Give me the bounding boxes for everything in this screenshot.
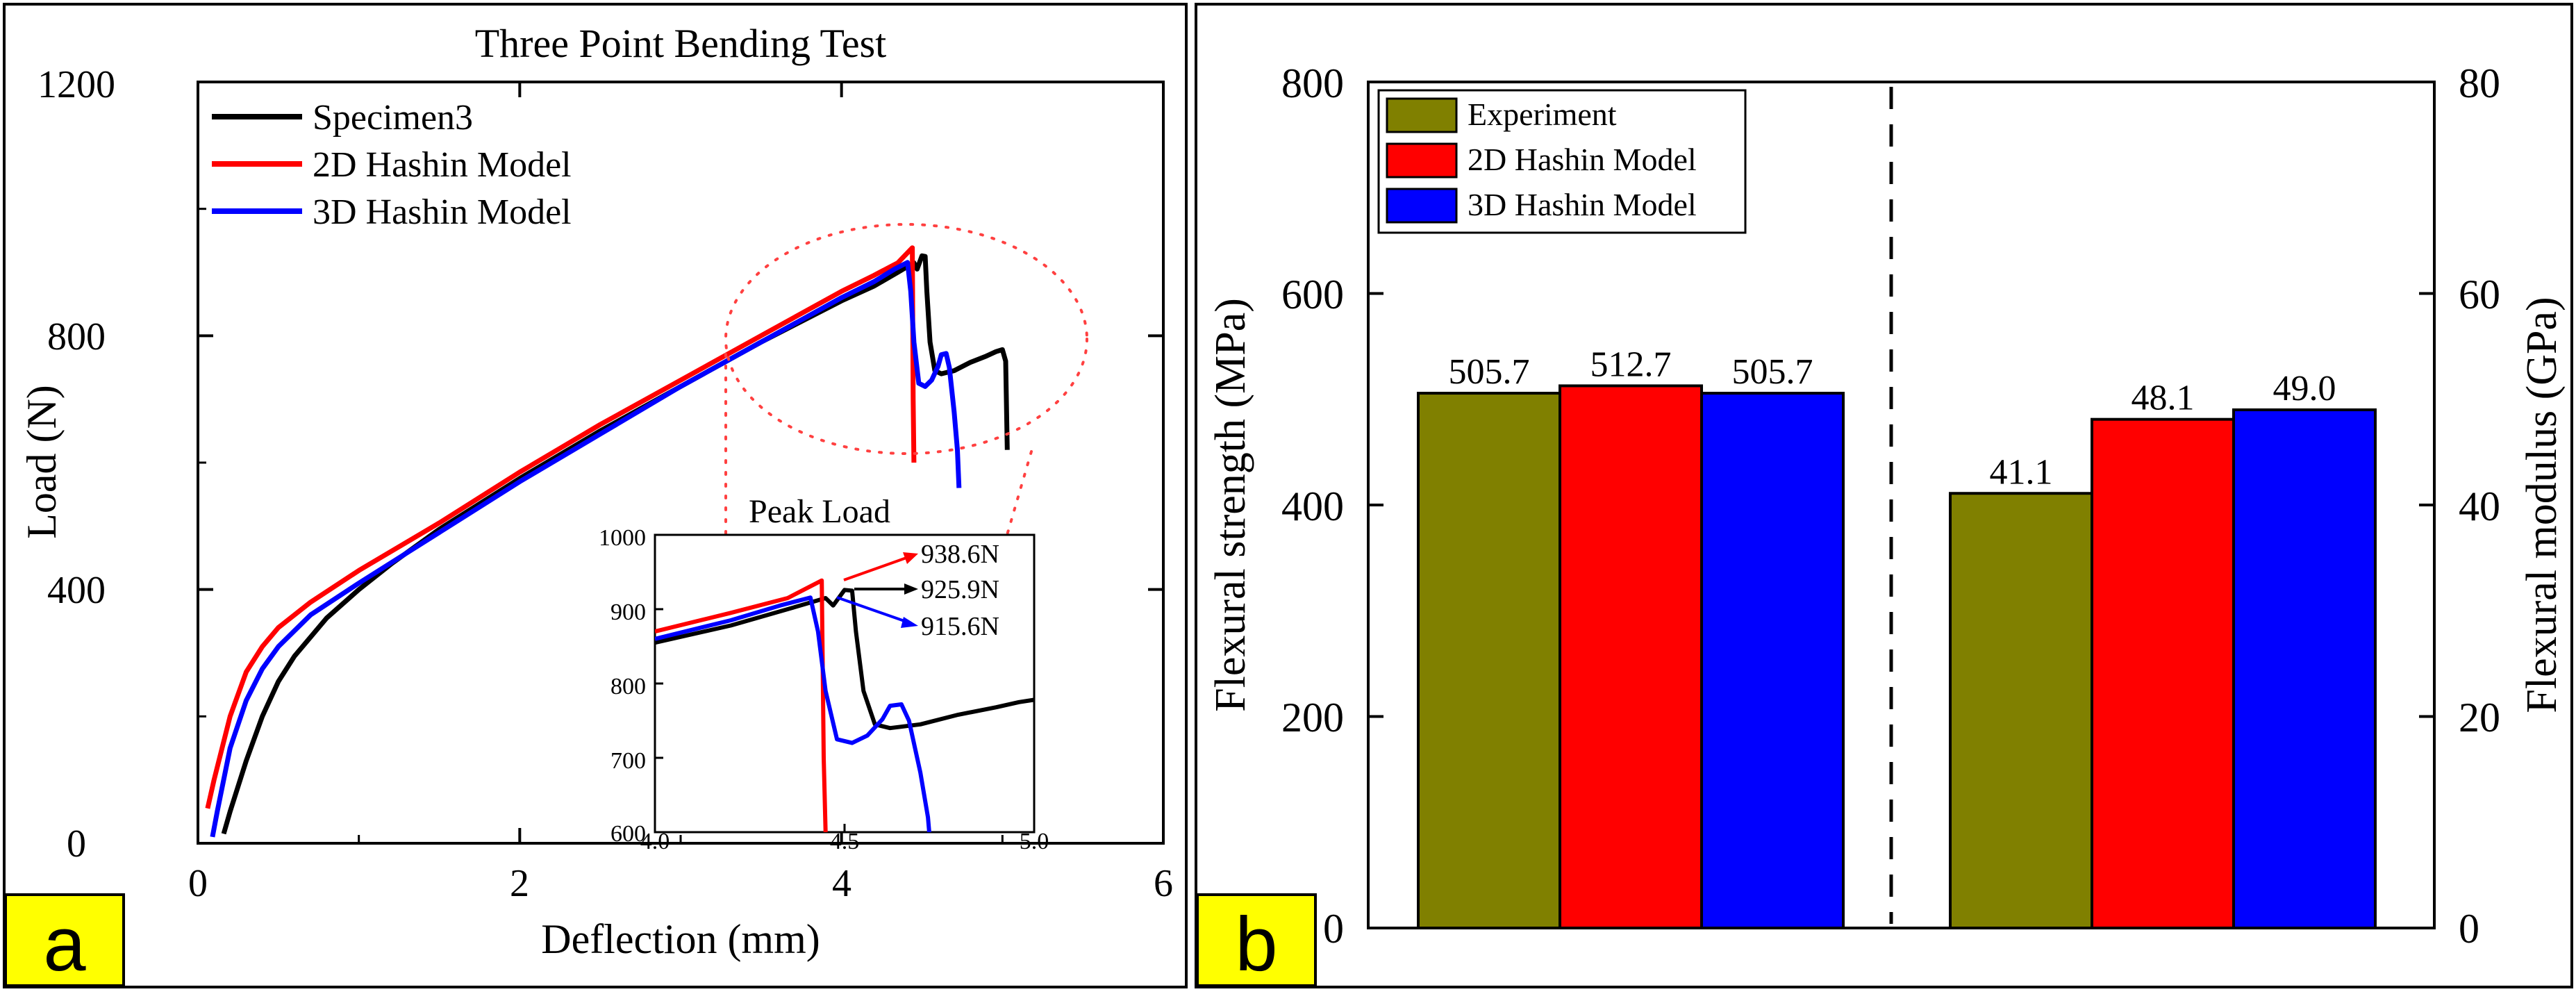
series-line-specimen3 <box>221 253 1010 835</box>
panel-b-label-box <box>1196 893 1317 987</box>
legend-label-2d-hashin: 2D Hashin Model <box>313 145 572 185</box>
series-line-2d-hashin <box>205 245 917 809</box>
zoom-connector-right <box>1006 450 1033 536</box>
right-tick-0: 0 <box>2459 906 2479 952</box>
y-axis-label: Load (N) <box>19 385 65 539</box>
bar-value-label: 505.7 <box>1449 352 1530 392</box>
left-tick-800: 800 <box>1281 60 1344 106</box>
bar-value-label: 505.7 <box>1732 352 1813 392</box>
series-line-3d-hashin <box>210 260 962 838</box>
inset-series-line-3d-hashin <box>655 595 931 832</box>
panel-a: Three Point Bending Test 1200 800 400 0 … <box>3 3 1188 988</box>
annotation-arrow-2d <box>843 556 907 581</box>
legend-label-3d-hashin: 3D Hashin Model <box>313 192 572 232</box>
left-tick-0: 0 <box>1323 906 1344 952</box>
left-tick-400: 400 <box>1281 483 1344 529</box>
bar-modulus-3d-hashin <box>2232 408 2377 929</box>
bar-value-label: 48.1 <box>2132 379 2195 418</box>
inset-x-tick-4-5: 4.5 <box>830 829 860 854</box>
panel-b-label: b <box>1235 902 1277 987</box>
legend-b: Experiment 2D Hashin Model 3D Hashin Mod… <box>1377 89 1747 234</box>
inset-x-tick-4-0: 4.0 <box>640 829 670 854</box>
legend-label-experiment: Experiment <box>1468 97 1617 132</box>
panel-a-border <box>3 3 1188 988</box>
inset-y-tick-700: 700 <box>610 748 646 774</box>
bar-modulus-2d-hashin <box>2091 417 2235 929</box>
annotation-arrow-3d <box>836 596 907 623</box>
y-tick-400: 400 <box>47 569 106 612</box>
panel-a-label-box <box>4 893 125 987</box>
series-group <box>205 245 1010 838</box>
bar-strength-3d-hashin <box>1700 392 1845 929</box>
inset-y-tick-900: 900 <box>610 599 646 625</box>
peak-load-inset: Peak Load 1000 900 800 700 600 4.0 4.5 5… <box>599 493 1049 854</box>
bars-group: 505.7 512.7 505.7 41.1 48.1 49.0 <box>1417 345 2377 929</box>
x-tick-2: 2 <box>510 862 529 905</box>
annotation-arrowhead-2d <box>903 552 918 564</box>
legend-swatch-experiment <box>1386 97 1458 133</box>
inset-y-tick-600: 600 <box>610 821 646 847</box>
y-tick-1200: 1200 <box>38 63 115 106</box>
y-tick-800: 800 <box>47 315 106 358</box>
bar-strength-2d-hashin <box>1559 384 1703 929</box>
inset-y-tick-800: 800 <box>610 674 646 699</box>
legend-label-specimen3: Specimen3 <box>313 98 473 138</box>
right-tick-20: 20 <box>2459 695 2500 740</box>
right-axis-label: Flexural modulus (GPa) <box>2518 297 2566 713</box>
left-tick-600: 600 <box>1281 272 1344 317</box>
inset-y-tick-1000: 1000 <box>599 525 646 551</box>
bar-value-label: 41.1 <box>1990 452 2053 492</box>
annotation-arrowhead-specimen <box>904 583 918 595</box>
y-tick-0: 0 <box>67 822 86 865</box>
annotation-arrowhead-3d <box>901 617 918 628</box>
legend-swatch-2d-hashin-b <box>1386 142 1458 179</box>
axis-ticks-b <box>1368 81 2434 929</box>
annotation-938-6: 938.6N <box>921 540 999 569</box>
left-axis-label: Flexural strength (MPa) <box>1207 298 1254 712</box>
peak-highlight-ellipse <box>724 223 1088 455</box>
x-tick-0: 0 <box>188 862 208 905</box>
x-axis-label: Deflection (mm) <box>541 916 820 962</box>
chart-title: Three Point Bending Test <box>475 21 887 66</box>
left-tick-200: 200 <box>1281 695 1344 740</box>
x-tick-6: 6 <box>1154 862 1173 905</box>
right-tick-80: 80 <box>2459 60 2500 106</box>
panel-b-border <box>1195 3 2573 988</box>
bar-value-label: 512.7 <box>1590 345 1672 384</box>
inset-x-tick-5-0: 5.0 <box>1020 829 1049 854</box>
bar-strength-specimen3 <box>1417 392 1561 929</box>
annotation-925-9: 925.9N <box>921 575 999 604</box>
inset-title: Peak Load <box>749 493 890 530</box>
right-tick-40: 40 <box>2459 483 2500 529</box>
legend: Specimen3 2D Hashin Model 3D Hashin Mode… <box>212 98 572 232</box>
x-tick-4: 4 <box>832 862 851 905</box>
bar-modulus-specimen3 <box>1949 492 2093 929</box>
bar-value-label: 49.0 <box>2273 369 2336 408</box>
inset-series-group <box>655 578 1034 832</box>
inset-series-line-specimen3 <box>655 588 1034 731</box>
legend-label-2d-hashin-b: 2D Hashin Model <box>1468 142 1697 177</box>
legend-swatch-3d-hashin-b <box>1386 188 1458 224</box>
panel-a-label: a <box>43 902 86 987</box>
axis-ticks <box>197 81 1165 845</box>
legend-label-3d-hashin-b: 3D Hashin Model <box>1468 187 1697 222</box>
inset-series-line-2d-hashin <box>655 578 828 832</box>
right-tick-60: 60 <box>2459 272 2500 317</box>
annotation-915-6: 915.6N <box>921 612 999 641</box>
inset-ticks <box>654 533 1036 834</box>
panel-b: 800 600 400 200 0 80 60 40 20 0 Flexural… <box>1195 3 2573 988</box>
